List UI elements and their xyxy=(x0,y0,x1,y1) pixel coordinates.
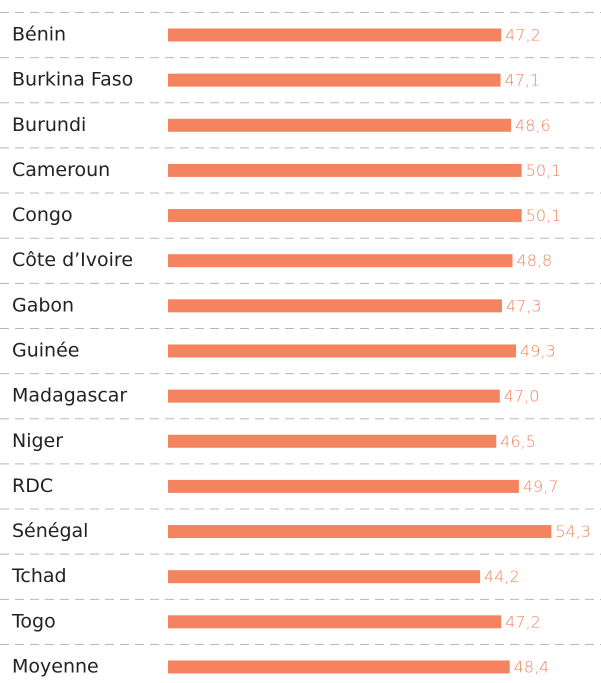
category-label: Sénégal xyxy=(12,520,88,542)
bar xyxy=(168,434,497,448)
value-label: 50,1 xyxy=(526,161,562,180)
bar xyxy=(168,163,522,177)
bar xyxy=(168,344,517,358)
category-label: Tchad xyxy=(11,565,67,587)
value-label: 50,1 xyxy=(526,206,562,225)
bar xyxy=(168,525,552,539)
category-label: Burundi xyxy=(12,114,86,136)
bar xyxy=(168,254,513,268)
category-label: Côte d’Ivoire xyxy=(12,249,133,271)
category-label: Congo xyxy=(12,204,73,226)
bar xyxy=(168,28,502,42)
category-label: Niger xyxy=(12,430,63,452)
value-label: 49,3 xyxy=(520,341,556,360)
category-label: Moyenne xyxy=(12,655,99,677)
value-label: 46,5 xyxy=(500,432,536,451)
bar xyxy=(168,73,501,87)
value-label: 47,1 xyxy=(505,71,541,90)
value-label: 48,8 xyxy=(517,251,553,270)
value-label: 44,2 xyxy=(484,567,520,586)
category-label: RDC xyxy=(12,475,53,497)
bar xyxy=(168,660,510,674)
bar xyxy=(168,479,519,493)
value-label: 49,7 xyxy=(523,477,559,496)
category-label: Cameroun xyxy=(12,159,110,181)
value-label: 47,2 xyxy=(505,612,541,631)
value-label: 47,2 xyxy=(505,26,541,45)
category-label: Guinée xyxy=(12,339,79,361)
category-label: Togo xyxy=(11,610,56,632)
value-label: 47,0 xyxy=(504,387,540,406)
category-label: Madagascar xyxy=(12,385,127,407)
value-label: 48,4 xyxy=(514,657,550,676)
value-label: 47,3 xyxy=(506,296,542,315)
value-label: 48,6 xyxy=(515,116,551,135)
bar xyxy=(168,299,502,313)
bar xyxy=(168,209,522,223)
category-label: Burkina Faso xyxy=(12,69,133,91)
bar xyxy=(168,389,500,403)
bar xyxy=(168,570,481,584)
category-label: Gabon xyxy=(12,294,74,316)
bar xyxy=(168,615,502,629)
value-label: 54,3 xyxy=(555,522,591,541)
category-label: Bénin xyxy=(12,24,66,46)
bar xyxy=(168,118,512,132)
